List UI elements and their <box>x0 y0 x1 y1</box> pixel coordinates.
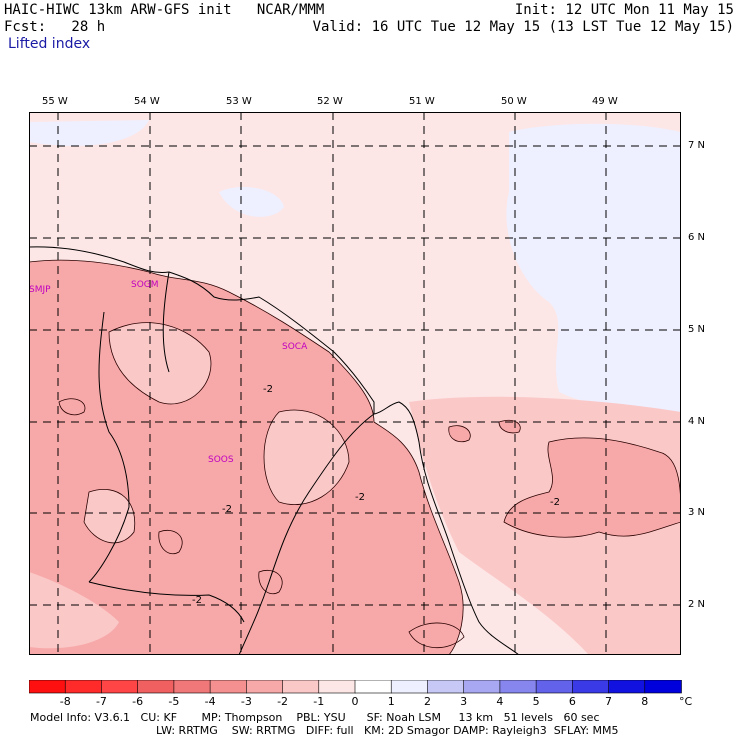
colorbar-swatch <box>390 680 429 694</box>
colorbar-tick-label: -3 <box>240 695 252 708</box>
coastlines <box>29 246 520 655</box>
colorbar-tick-label: 6 <box>568 695 576 708</box>
colorbar-tick-label: -2 <box>277 695 289 708</box>
map-frame <box>29 112 681 655</box>
positive-region-east <box>506 123 681 412</box>
station-label-smjp: SMJP <box>29 285 51 295</box>
colorbar-tick-label: 4 <box>496 695 504 708</box>
colorbar-tick-label: -5 <box>168 695 180 708</box>
colorbar-tick-label: 3 <box>460 695 468 708</box>
colorbar-swatch <box>101 680 139 694</box>
lon-label-54w: 54 W <box>134 96 160 107</box>
lat-label-6n: 6 N <box>688 232 706 243</box>
colorbar-tick-label: -4 <box>204 695 216 708</box>
colorbar-swatch <box>354 680 393 694</box>
model-info-line1: Model Info: V3.6.1 CU: KF MP: Thompson P… <box>30 711 600 724</box>
colorbar-swatch <box>318 680 356 694</box>
colorbar-swatch <box>499 680 537 694</box>
colorbar-tick-label: -6 <box>132 695 144 708</box>
colorbar-swatch <box>282 680 320 694</box>
colorbar-swatch <box>246 680 284 694</box>
colorbar-swatch <box>209 680 248 694</box>
contour-lines <box>29 259 681 655</box>
subregion-b <box>264 410 349 505</box>
colorbar-tick-label: 2 <box>423 695 431 708</box>
station-label-soca: SOCA <box>282 342 308 352</box>
colorbar-tick-label: 0 <box>351 695 359 708</box>
lon-label-55w: 55 W <box>42 96 68 107</box>
colorbar-swatch <box>29 680 67 694</box>
colorbar-swatch <box>137 680 175 694</box>
colorbar-tick-label: 5 <box>532 695 540 708</box>
lat-label-2n: 2 N <box>688 599 706 610</box>
subregion-a <box>109 322 211 404</box>
lat-label-7n: 7 N <box>688 140 706 151</box>
lon-label-52w: 52 W <box>317 96 343 107</box>
contour-label: -2 <box>550 497 560 508</box>
init-time: Init: 12 UTC Mon 11 May 15 <box>514 2 734 18</box>
colorbar <box>29 680 682 694</box>
lon-label-49w: 49 W <box>592 96 618 107</box>
contour-label: -2 <box>263 384 273 395</box>
lat-label-5n: 5 N <box>688 324 706 335</box>
contour-label: -2 <box>355 492 365 503</box>
positive-region-nw <box>29 120 149 146</box>
valid-time: Valid: 16 UTC Tue 12 May 15 (13 LST Tue … <box>312 19 734 35</box>
negative-blob-1 <box>448 425 471 442</box>
lat-label-4n: 4 N <box>688 416 706 427</box>
colorbar-swatch <box>463 680 501 694</box>
subregion-c <box>84 489 135 543</box>
colorbar-swatch <box>427 680 465 694</box>
subregion-d <box>29 572 119 649</box>
station-label-sogm: SOGM <box>131 280 159 290</box>
contour-label: -2 <box>192 595 202 606</box>
lon-label-51w: 51 W <box>409 96 435 107</box>
colorbar-swatch <box>173 680 211 694</box>
colorbar-swatch <box>572 680 610 694</box>
contour-label: -2 <box>222 504 232 515</box>
positive-region-small <box>219 187 284 217</box>
colorbar-swatch <box>644 680 682 694</box>
colorbar-tick-label: -8 <box>59 695 71 708</box>
field-name: Lifted index <box>8 36 91 52</box>
model-title: HAIC-HIWC 13km ARW-GFS init NCAR/MMM <box>4 2 325 18</box>
colorbar-swatch <box>608 680 646 694</box>
station-label-soos: SOOS <box>208 455 234 465</box>
colorbar-unit: °C <box>679 695 693 708</box>
model-info-line2: LW: RRTMG SW: RRTMG DIFF: full KM: 2D Sm… <box>156 724 619 737</box>
latlon-grid <box>29 112 681 655</box>
colorbar-swatch <box>64 680 103 694</box>
lifted-index-map: -2 -2 -2 -2 -2 SMJP SOGM SOCA SOOS <box>29 112 681 655</box>
negative-region-east <box>504 437 681 538</box>
colorbar-swatch <box>535 680 574 694</box>
colorbar-tick-label: 7 <box>605 695 613 708</box>
lat-label-3n: 3 N <box>688 507 706 518</box>
colorbar-tick-label: -7 <box>95 695 107 708</box>
colorbar-tick-label: 8 <box>641 695 649 708</box>
lon-label-50w: 50 W <box>501 96 527 107</box>
colorbar-tick-label: -1 <box>313 695 325 708</box>
colorbar-tick-label: 1 <box>387 695 395 708</box>
forecast-hour: Fcst: 28 h <box>4 19 106 35</box>
lon-label-53w: 53 W <box>226 96 252 107</box>
